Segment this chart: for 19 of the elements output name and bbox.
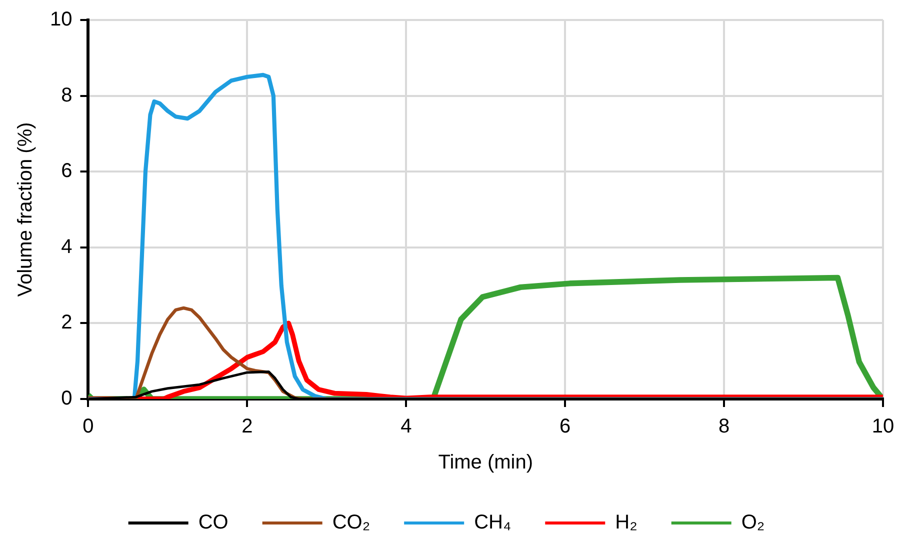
legend-label: H₂ [615,512,638,534]
y-axis-title: Volume fraction (%) [14,122,37,297]
legend-label: CO [198,512,228,534]
x-tick-label: 8 [718,416,730,438]
y-tick-label: 8 [61,84,72,106]
y-tick-label: 0 [61,388,72,410]
legend-label: CO₂ [332,512,370,534]
x-tick-label: 0 [82,416,94,438]
legend-label: CH₄ [474,512,512,534]
y-tick-label: 2 [61,312,72,334]
x-tick-label: 6 [560,416,571,438]
x-tick-label: 2 [242,416,253,438]
y-tick-label: 6 [61,160,72,182]
x-tick-label: 4 [400,416,412,438]
x-axis-title: Time (min) [438,452,534,474]
legend-label: O₂ [741,512,765,534]
y-tick-label: 10 [50,8,72,31]
x-tick-label: 10 [872,416,894,438]
y-tick-label: 4 [61,236,72,258]
